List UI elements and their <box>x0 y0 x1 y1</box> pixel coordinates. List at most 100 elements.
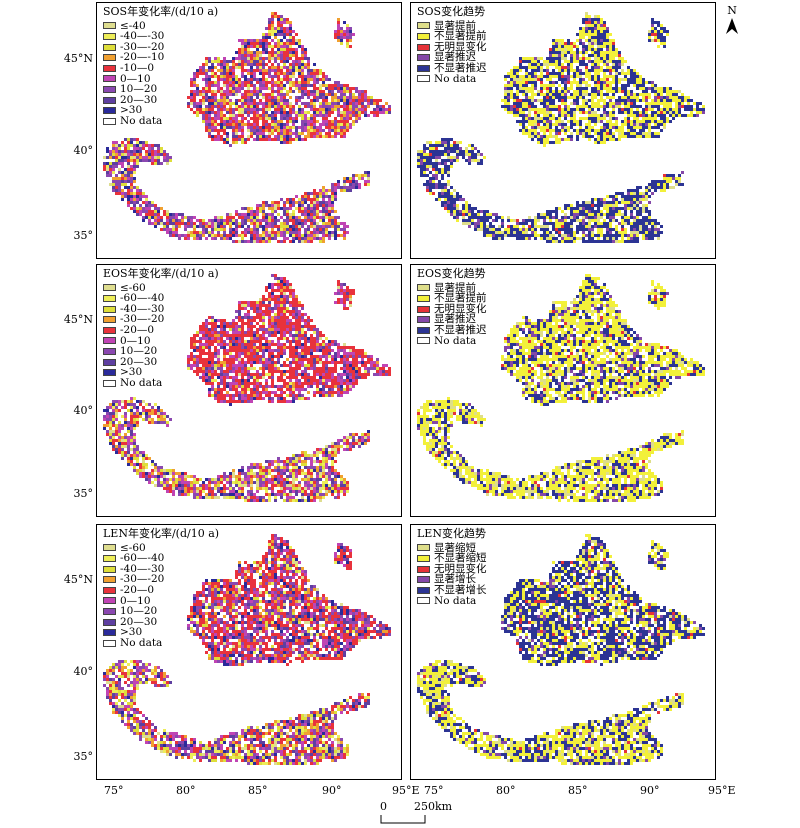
len-rate-legend-entry: ≤-60 <box>103 541 219 554</box>
legend-label: 不显著提前 <box>434 30 487 43</box>
legend-label: -30—-20 <box>120 573 165 586</box>
legend-label: 10—20 <box>120 605 158 618</box>
legend-swatch <box>417 586 430 594</box>
legend-swatch <box>103 369 116 377</box>
eos-trend-legend-entry: 不显著推迟 <box>417 325 487 336</box>
legend-swatch <box>417 32 430 40</box>
legend-label: 无明显变化 <box>434 40 487 53</box>
eos-trend-map-panel: EOS变化趋势 显著提前 不显著提前 无明显变化 显著推迟 不显著推迟 No data <box>410 264 716 517</box>
eos-rate-legend-entry: 20—30 <box>103 357 219 368</box>
legend-label: ≤-60 <box>120 541 146 554</box>
legend-label: -40—-30 <box>120 302 165 315</box>
sos-trend-legend-entry: 不显著推迟 <box>417 63 487 74</box>
legend-label: 20—30 <box>120 93 158 106</box>
legend-label: 显著缩短 <box>434 541 476 554</box>
longitude-label: 85° <box>248 784 268 797</box>
legend-swatch <box>103 64 116 72</box>
legend-swatch <box>103 326 116 334</box>
len-rate-legend-entry: 0—10 <box>103 595 219 607</box>
len-trend-legend-entry: 无明显变化 <box>417 564 487 575</box>
latitude-label: 45°N <box>63 51 93 65</box>
north-label: N <box>727 4 737 17</box>
legend-swatch <box>103 32 116 40</box>
legend-label: ≤-40 <box>120 19 146 32</box>
legend-swatch <box>417 337 430 345</box>
legend-label: -20—0 <box>120 323 155 336</box>
len-trend-legend-entry: No data <box>417 594 487 607</box>
longitude-label: 95°E <box>708 784 736 797</box>
legend-label: ≤-60 <box>120 281 146 294</box>
legend-label: -20—0 <box>120 583 155 596</box>
len-trend-legend-entry: 显著缩短 <box>417 541 487 554</box>
legend-label: 显著推迟 <box>434 313 476 326</box>
legend-swatch <box>103 22 116 30</box>
legend-label: -40—-30 <box>120 562 165 575</box>
scale-distance-label: 250km <box>414 800 453 813</box>
sos-rate-legend-title: SOS年变化率/(d/10 a) <box>103 5 219 18</box>
eos-rate-legend-entry: >30 <box>103 367 219 378</box>
north-arrow-icon: N <box>724 4 740 39</box>
legend-swatch <box>103 347 116 355</box>
legend-label: No data <box>434 594 477 607</box>
legend-label: No data <box>120 376 163 389</box>
len-rate-legend-entry: 10—20 <box>103 606 219 617</box>
legend-swatch <box>417 544 430 552</box>
len-rate-legend-entry: -20—0 <box>103 585 219 596</box>
legend-swatch <box>103 586 116 594</box>
legend-label: 不显著推迟 <box>434 323 487 336</box>
sos-rate-legend-entry: 10—20 <box>103 84 218 95</box>
len-rate-legend-entry: 20—30 <box>103 617 219 628</box>
legend-swatch <box>417 22 430 30</box>
longitude-label: 80° <box>496 784 516 797</box>
sos-rate-legend-entry: ≤-40 <box>103 19 218 32</box>
sos-rate-legend-entry: 20—30 <box>103 95 218 106</box>
legend-swatch <box>103 294 116 302</box>
legend-swatch <box>103 576 116 584</box>
sos-rate-map-panel: SOS年变化率/(d/10 a) ≤-40 -40—-30 -30—-20 -20—-1… <box>96 2 402 259</box>
latitude-label: 35° <box>73 487 94 501</box>
legend-swatch <box>417 597 430 605</box>
eos-trend-legend: EOS变化趋势 显著提前 不显著提前 无明显变化 显著推迟 不显著推迟 No data <box>417 268 487 347</box>
legend-swatch <box>417 294 430 302</box>
legend-swatch <box>103 544 116 552</box>
eos-rate-legend-entry: ≤-60 <box>103 281 219 294</box>
len-trend-legend-title: LEN变化趋势 <box>417 527 486 540</box>
eos-trend-legend-entry: 不显著提前 <box>417 293 487 304</box>
latitude-label: 40° <box>73 144 94 158</box>
eos-rate-legend-entry: -20—0 <box>103 325 219 336</box>
longitude-label: 90° <box>640 784 660 797</box>
sos-trend-legend: SOS变化趋势 显著提前 不显著提前 无明显变化 显著推迟 不显著推迟 No data <box>417 6 487 85</box>
legend-swatch <box>103 284 116 292</box>
legend-label: No data <box>120 114 163 127</box>
legend-label: -30—-20 <box>120 40 165 53</box>
len-trend-legend: LEN变化趋势 显著缩短 不显著缩短 无明显变化 显著增长 不显著增长 No data <box>417 527 487 607</box>
legend-label: 显著增长 <box>434 573 476 586</box>
legend-label: No data <box>434 334 477 347</box>
legend-label: -60—-40 <box>120 292 165 305</box>
len-rate-legend-entry: -60—-40 <box>103 553 219 564</box>
legend-swatch <box>103 639 116 647</box>
legend-swatch <box>417 326 430 334</box>
longitude-label: 95°E <box>392 784 420 797</box>
len-rate-map-panel: LEN年变化率/(d/10 a) ≤-60 -60—-40 -40—-30 -30—-2… <box>96 524 402 780</box>
legend-swatch <box>103 96 116 104</box>
legend-label: No data <box>434 72 477 85</box>
len-rate-legend-title: LEN年变化率/(d/10 a) <box>103 527 220 540</box>
scale-zero-label: 0 <box>380 800 387 813</box>
legend-label: 0—10 <box>120 334 151 347</box>
longitude-label: 75° <box>424 784 444 797</box>
legend-swatch <box>417 305 430 313</box>
legend-swatch <box>417 54 430 62</box>
legend-label: 不显著缩短 <box>434 552 487 565</box>
len-rate-legend: LEN年变化率/(d/10 a) ≤-60 -60—-40 -40—-30 -30—-2… <box>103 527 220 649</box>
legend-label: 显著提前 <box>434 281 476 294</box>
legend-label: 0—10 <box>120 72 151 85</box>
longitude-label: 90° <box>322 784 342 797</box>
eos-trend-legend-entry: 显著推迟 <box>417 314 487 325</box>
eos-rate-legend-title: EOS年变化率/(d/10 a) <box>103 267 219 280</box>
legend-swatch <box>103 565 116 573</box>
legend-swatch <box>103 316 116 324</box>
sos-trend-legend-entry: No data <box>417 72 487 85</box>
len-trend-legend-entry: 显著增长 <box>417 574 487 585</box>
legend-label: 无明显变化 <box>434 302 487 315</box>
